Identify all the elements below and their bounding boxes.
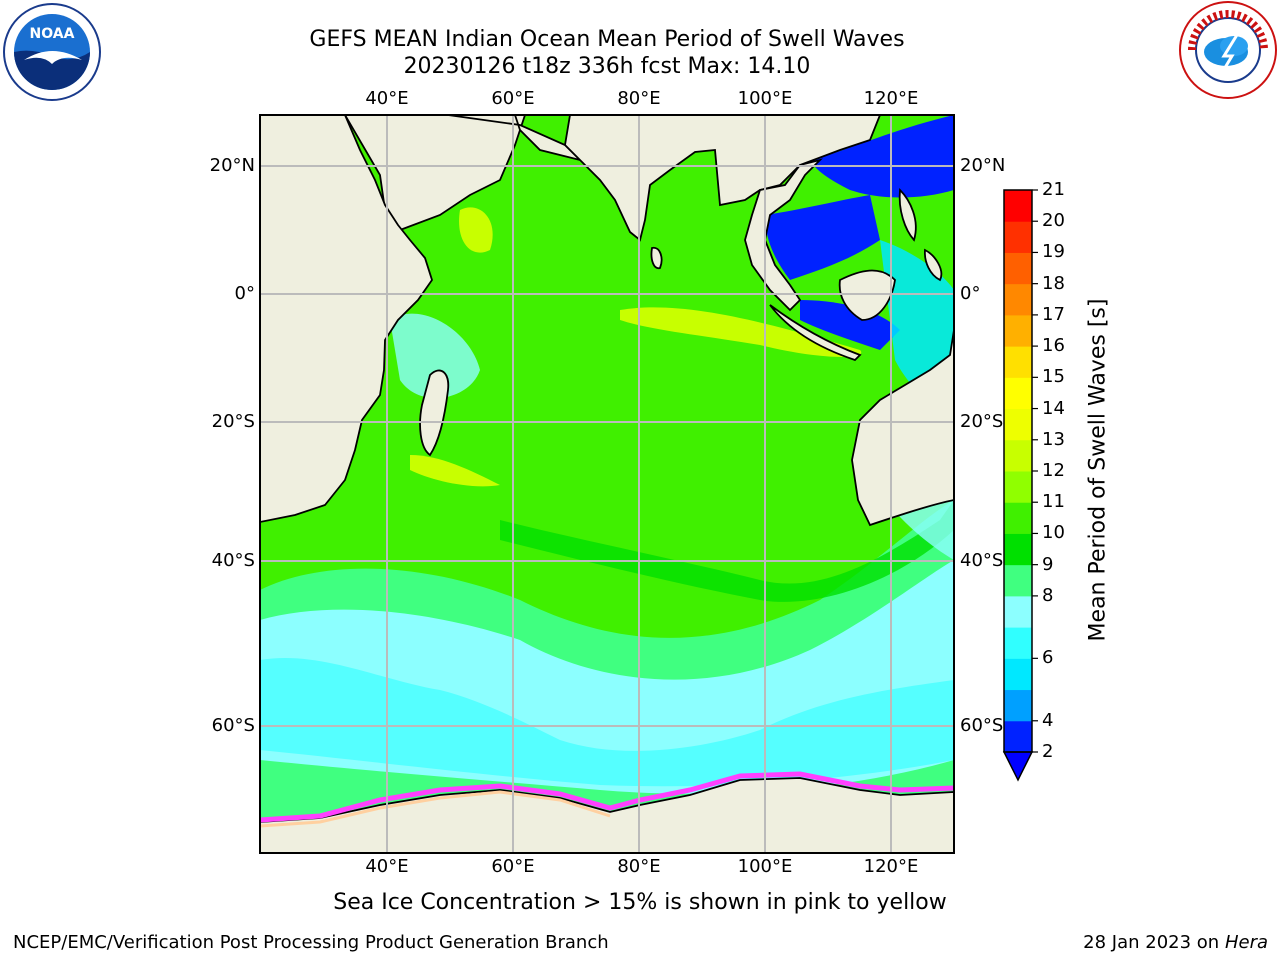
swell-zone-6-7	[260, 657, 954, 787]
colorbar-tick-label: 8	[1042, 584, 1054, 606]
colorbar-tick-label: 18	[1042, 272, 1065, 294]
lat-tick-label: 20°S	[211, 411, 255, 432]
lat-tick-label: 0°	[960, 283, 981, 304]
lon-tick-label: 120°E	[863, 88, 919, 109]
colorbar-tick-label: 16	[1042, 335, 1065, 357]
colorbar-tick-label: 6	[1042, 647, 1054, 669]
lon-tick-label: 60°E	[491, 856, 535, 877]
colorbar-tick-label: 15	[1042, 366, 1065, 388]
lat-tick-label: 20°N	[960, 155, 1006, 176]
swell-ribbon	[500, 500, 954, 602]
lon-tick-label: 80°E	[617, 88, 661, 109]
colorbar-title: Mean Period of Swell Waves [s]	[1085, 298, 1111, 642]
swell-patch-south-madagascar	[410, 455, 500, 487]
colorbar-tick-label: 19	[1042, 241, 1065, 263]
colorbar-tick-label: 10	[1042, 522, 1065, 544]
lat-tick-label: 60°S	[960, 715, 1004, 736]
noaa-logo: NOAA	[3, 3, 101, 101]
lon-tick-label: 40°E	[365, 856, 409, 877]
graticule	[260, 115, 954, 853]
lon-tick-label: 120°E	[863, 856, 919, 877]
colorbar-tick-label: 17	[1042, 303, 1065, 325]
colorbar-tick-label: 12	[1042, 460, 1065, 481]
colorbar-tick-label: 14	[1042, 397, 1065, 419]
colorbar-tick-label: 11	[1042, 491, 1065, 513]
lat-tick-label: 20°S	[960, 411, 1004, 432]
java-sea-low-period	[800, 300, 900, 350]
footer-producer: NCEP/EMC/Verification Post Processing Pr…	[13, 932, 609, 953]
colorbar-tick-label: 20	[1042, 210, 1065, 232]
footer-date: 28 Jan 2023 on Hera	[1083, 932, 1268, 954]
footer-host: Hera	[1224, 932, 1268, 953]
chart-title: GEFS MEAN Indian Ocean Mean Period of Sw…	[309, 27, 905, 52]
lon-tick-label: 100°E	[737, 856, 793, 877]
footer-date-text: 28 Jan 2023 on	[1083, 932, 1225, 953]
lat-tick-label: 60°S	[211, 715, 255, 736]
south-china-sea-low-period	[765, 195, 880, 280]
lon-tick-label: 80°E	[617, 856, 661, 877]
lon-tick-label: 40°E	[365, 88, 409, 109]
colorbar-tick-label: 13	[1042, 428, 1065, 450]
swell-patch-mozambique	[390, 313, 480, 399]
sea-ice-note: Sea Ice Concentration > 15% is shown in …	[333, 890, 947, 915]
colorbar-tick-label: 2	[1042, 741, 1054, 762]
colorbar-tick-label: 9	[1042, 553, 1054, 575]
lat-tick-label: 0°	[234, 283, 255, 304]
map-border	[259, 114, 955, 854]
swell-band-equatorial	[620, 307, 862, 357]
sea-ice-edge	[260, 771, 954, 823]
pacific-low-period	[810, 115, 954, 198]
sea-ice-inner	[260, 790, 611, 828]
colorbar-tick-label: 4	[1042, 709, 1054, 731]
lat-tick-label: 40°S	[211, 550, 255, 571]
svg-text:NOAA: NOAA	[30, 26, 75, 42]
lon-tick-label: 60°E	[491, 88, 535, 109]
colorbar-tick-label: 21	[1042, 179, 1065, 200]
nws-logo	[1179, 1, 1277, 99]
swell-patch-arabian	[459, 207, 493, 253]
lon-tick-label: 100°E	[737, 88, 793, 109]
chart-subtitle: 20230126 t18z 336h fcst Max: 14.10	[403, 54, 811, 79]
lat-tick-label: 20°N	[209, 155, 255, 176]
lat-tick-label: 40°S	[960, 550, 1004, 571]
